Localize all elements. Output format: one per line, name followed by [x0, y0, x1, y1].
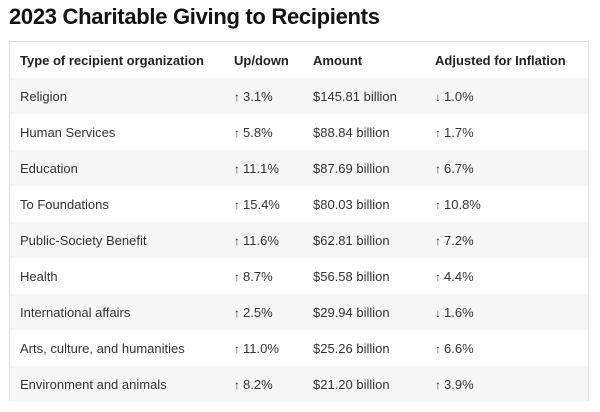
- adjusted-value: 6.6%: [444, 340, 474, 356]
- adjusted-cell: ↑ 6.7%: [435, 150, 588, 186]
- arrow-icon: ↑: [435, 125, 441, 140]
- change-cell: ↑ 2.5%: [234, 294, 313, 330]
- change-value: 11.1%: [243, 160, 279, 176]
- giving-table: Type of recipient organization Up/down A…: [10, 42, 588, 402]
- table-row: International affairs ↑ 2.5% $29.94 billion…: [10, 294, 588, 330]
- header-adjusted: Adjusted for Inflation: [435, 52, 566, 68]
- table-row: Religion ↑ 3.1% $145.81 billion ↓ 1.0%: [10, 78, 588, 114]
- adjusted-cell: ↓ 1.6%: [435, 294, 588, 330]
- adjusted-value: 3.9%: [444, 376, 474, 392]
- arrow-icon: ↑: [435, 377, 441, 392]
- arrow-icon: ↑: [435, 233, 441, 248]
- adjusted-value: 1.7%: [444, 124, 474, 140]
- change-cell: ↑ 11.0%: [234, 330, 313, 366]
- recipient-type: Environment and animals: [20, 376, 167, 392]
- change-value: 15.4%: [243, 196, 280, 212]
- change-value: 5.8%: [243, 124, 273, 140]
- arrow-icon: ↑: [234, 197, 240, 212]
- amount-cell: $80.03 billion: [313, 196, 390, 212]
- table-row: Human Services ↑ 5.8% $88.84 billion ↑ 1.7%: [10, 114, 588, 150]
- table-header-row: Type of recipient organization Up/down A…: [10, 42, 588, 78]
- arrow-icon: ↓: [435, 305, 441, 320]
- adjusted-cell: ↑ 4.4%: [435, 258, 588, 294]
- page-title: 2023 Charitable Giving to Recipients: [9, 4, 380, 29]
- change-cell: ↑ 11.6%: [234, 222, 313, 258]
- table-row: Health ↑ 8.7% $56.58 billion ↑ 4.4%: [10, 258, 588, 294]
- adjusted-cell: ↑ 7.2%: [435, 222, 588, 258]
- adjusted-cell: ↑ 10.8%: [435, 186, 588, 222]
- table-row: To Foundations ↑ 15.4% $80.03 billion ↑ 10.8%: [10, 186, 588, 222]
- header-type: Type of recipient organization: [20, 52, 204, 68]
- recipient-type: Health: [20, 268, 58, 284]
- arrow-icon: ↑: [234, 233, 240, 248]
- change-cell: ↑ 8.2%: [234, 366, 313, 402]
- change-cell: ↑ 8.7%: [234, 258, 313, 294]
- adjusted-value: 4.4%: [444, 268, 474, 284]
- change-cell: ↑ 3.1%: [234, 78, 313, 114]
- amount-cell: $145.81 billion: [313, 88, 397, 104]
- adjusted-value: 7.2%: [444, 232, 474, 248]
- table-row: Environment and animals ↑ 8.2% $21.20 billi…: [10, 366, 588, 402]
- table-row: Education ↑ 11.1% $87.69 billion ↑ 6.7%: [10, 150, 588, 186]
- adjusted-value: 10.8%: [444, 196, 481, 212]
- adjusted-value: 1.6%: [444, 304, 474, 320]
- arrow-icon: ↑: [234, 161, 240, 176]
- arrow-icon: ↑: [435, 161, 441, 176]
- giving-table-container: Type of recipient organization Up/down A…: [9, 41, 589, 402]
- change-value: 8.7%: [243, 268, 273, 284]
- amount-cell: $25.26 billion: [313, 340, 390, 356]
- amount-cell: $29.94 billion: [313, 304, 390, 320]
- amount-cell: $56.58 billion: [313, 268, 390, 284]
- adjusted-value: 6.7%: [444, 160, 474, 176]
- recipient-type: Public-Society Benefit: [20, 232, 147, 248]
- recipient-type: Education: [20, 160, 78, 176]
- change-cell: ↑ 5.8%: [234, 114, 313, 150]
- arrow-icon: ↑: [234, 125, 240, 140]
- recipient-type: Human Services: [20, 124, 116, 140]
- table-row: Arts, culture, and humanities ↑ 11.0% $25.2…: [10, 330, 588, 366]
- arrow-icon: ↑: [234, 269, 240, 284]
- arrow-icon: ↑: [234, 305, 240, 320]
- header-amount: Amount: [313, 52, 363, 68]
- arrow-icon: ↑: [435, 197, 441, 212]
- recipient-type: To Foundations: [20, 196, 109, 212]
- arrow-icon: ↓: [435, 89, 441, 104]
- change-cell: ↑ 11.1%: [234, 150, 313, 186]
- adjusted-cell: ↑ 3.9%: [435, 366, 588, 402]
- arrow-icon: ↑: [234, 341, 240, 356]
- arrow-icon: ↑: [234, 377, 240, 392]
- adjusted-cell: ↑ 6.6%: [435, 330, 588, 366]
- change-value: 2.5%: [243, 304, 273, 320]
- recipient-type: Arts, culture, and humanities: [20, 340, 185, 356]
- change-value: 3.1%: [243, 88, 273, 104]
- table-row: Public-Society Benefit ↑ 11.6% $62.81 billi…: [10, 222, 588, 258]
- recipient-type: International affairs: [20, 304, 131, 320]
- amount-cell: $87.69 billion: [313, 160, 390, 176]
- arrow-icon: ↑: [435, 269, 441, 284]
- change-value: 11.6%: [243, 232, 279, 248]
- adjusted-cell: ↑ 1.7%: [435, 114, 588, 150]
- amount-cell: $62.81 billion: [313, 232, 390, 248]
- amount-cell: $21.20 billion: [313, 376, 390, 392]
- arrow-icon: ↑: [435, 341, 441, 356]
- header-updown: Up/down: [234, 52, 289, 68]
- change-value: 11.0%: [243, 340, 279, 356]
- adjusted-value: 1.0%: [444, 88, 474, 104]
- change-value: 8.2%: [243, 376, 273, 392]
- recipient-type: Religion: [20, 88, 67, 104]
- arrow-icon: ↑: [234, 89, 240, 104]
- amount-cell: $88.84 billion: [313, 124, 390, 140]
- change-cell: ↑ 15.4%: [234, 186, 313, 222]
- adjusted-cell: ↓ 1.0%: [435, 78, 588, 114]
